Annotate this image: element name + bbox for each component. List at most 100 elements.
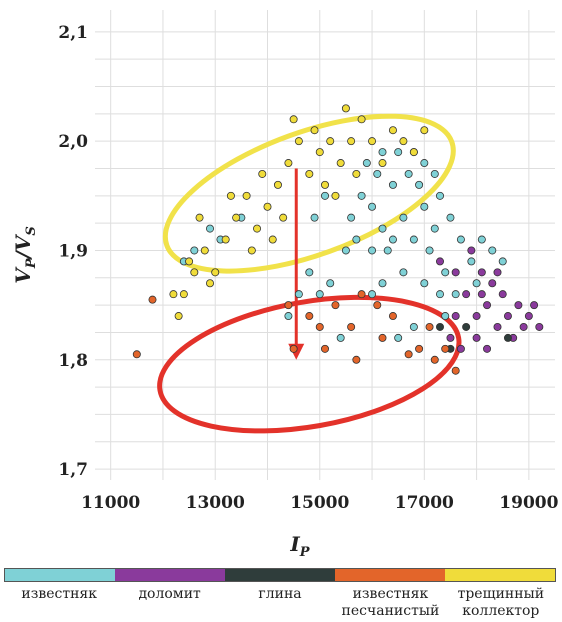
data-point [169,290,178,299]
data-point [399,213,408,222]
legend-label-fractured-reservoir: трещинный коллектор [457,586,545,619]
data-point [435,257,444,266]
data-point [195,213,204,222]
data-point [242,191,251,200]
data-point [310,126,319,135]
data-point [498,257,507,266]
data-point [185,257,194,266]
data-point [483,301,492,310]
legend-label-sandy-limestone: известняк песчанистый [341,586,440,619]
data-point [200,246,209,255]
data-point [331,301,340,310]
data-point [472,312,481,321]
data-point [394,148,403,157]
data-point [472,333,481,342]
data-point [357,290,366,299]
data-point [477,268,486,277]
data-point [462,322,471,331]
data-point [409,322,418,331]
y-tick-label: 1,7 [58,460,88,480]
data-point [279,213,288,222]
data-point [320,180,329,189]
data-point [378,159,387,168]
data-point [310,213,319,222]
data-point [305,169,314,178]
data-point [336,159,345,168]
data-point [132,350,141,359]
data-point [284,312,293,321]
data-point [320,344,329,353]
legend-label-limestone: известняк [21,586,98,602]
data-point [451,312,460,321]
data-point [190,268,199,277]
legend-swatch-dolomite [115,569,225,581]
data-point [273,180,282,189]
data-point [362,159,371,168]
data-point [378,224,387,233]
data-point [514,301,523,310]
highlight-ellipse [162,113,456,274]
data-point [347,322,356,331]
x-axis-label: IP [289,532,310,560]
data-point [530,301,539,310]
data-point [430,355,439,364]
data-point [268,235,277,244]
data-point [289,344,298,353]
data-point [305,312,314,321]
data-point [435,322,444,331]
data-point [467,257,476,266]
data-point [179,290,188,299]
data-point [430,224,439,233]
data-point [425,322,434,331]
data-point [221,235,230,244]
data-point [409,235,418,244]
data-point [320,191,329,200]
data-point [399,268,408,277]
data-point [357,191,366,200]
legend-swatch-fractured-reservoir [445,569,555,581]
data-point [368,137,377,146]
legend-swatch-limestone [5,569,115,581]
data-point [326,279,335,288]
data-point [488,246,497,255]
data-point [535,322,544,331]
data-point [368,202,377,211]
scatter-chart: 1,7 1,8 1,9 2,0 2,1 11000 13000 15000 17000 1900… [11,10,559,560]
data-point [446,213,455,222]
data-point [488,279,497,288]
data-point [483,344,492,353]
data-point [435,290,444,299]
data-point [404,169,413,178]
data-point [420,202,429,211]
y-tick-label: 2,1 [58,23,88,43]
data-point [341,246,350,255]
data-point [420,159,429,168]
data-point [378,279,387,288]
data-point [315,322,324,331]
data-point [352,169,361,178]
data-point [205,224,214,233]
data-point [420,279,429,288]
data-point [331,191,340,200]
data-point [258,169,267,178]
data-point [467,246,476,255]
data-point [148,295,157,304]
data-point [211,268,220,277]
legend-swatch-sandy-limestone [335,569,445,581]
data-point [347,213,356,222]
data-point [388,312,397,321]
data-point [394,333,403,342]
data-point [289,115,298,124]
data-point [409,148,418,157]
data-point [315,148,324,157]
y-tick-label: 2,0 [58,132,88,152]
data-point [352,235,361,244]
data-point [294,137,303,146]
data-point [503,333,512,342]
data-point [174,312,183,321]
data-point [253,224,262,233]
data-point [441,344,450,353]
data-point [524,312,533,321]
data-point [493,322,502,331]
data-point [425,246,434,255]
